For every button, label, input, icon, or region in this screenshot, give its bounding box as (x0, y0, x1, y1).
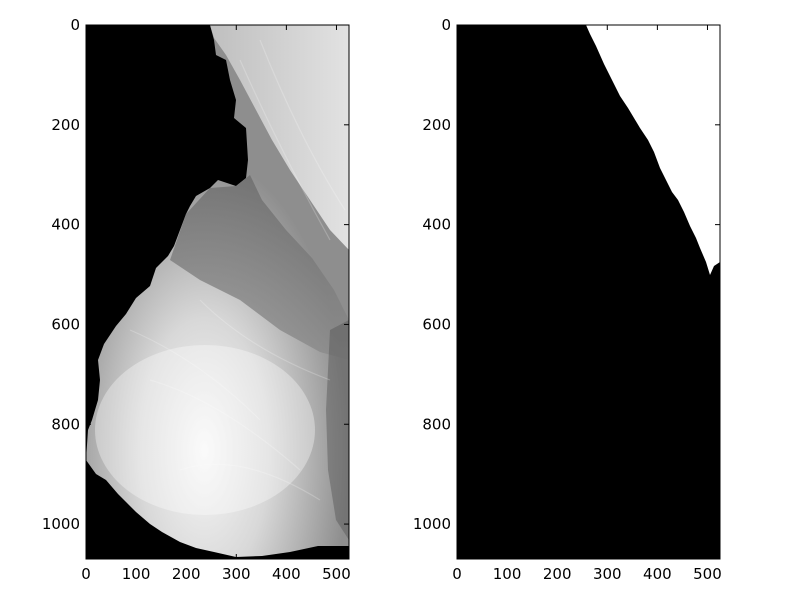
left-axes-frame (85, 24, 350, 560)
right-axes-frame (456, 24, 721, 560)
mammogram-mid-region (170, 175, 349, 360)
mammogram-bright-area (95, 345, 315, 515)
x-tick-label: 100 (122, 565, 151, 583)
mammogram-fibers (129, 39, 346, 501)
y-tick-label: 0 (441, 16, 451, 34)
y-tick-label: 600 (422, 315, 451, 333)
y-tick-label: 800 (422, 415, 451, 433)
x-tick-label: 200 (543, 565, 572, 583)
x-tick-label: 500 (693, 565, 722, 583)
mask-white-region (586, 25, 720, 275)
y-tick-label: 0 (70, 16, 80, 34)
y-tick-label: 1000 (413, 515, 451, 533)
y-tick-label: 200 (422, 116, 451, 134)
x-tick-label: 0 (81, 565, 91, 583)
mammogram-right-dark-band (326, 320, 349, 540)
left-axis-ticks: 0 100 200 300 400 500 0 200 400 600 800 1000 (42, 16, 351, 583)
mammogram-upper-band (210, 25, 349, 250)
y-tick-label: 1000 (42, 515, 80, 533)
x-tick-label: 200 (172, 565, 201, 583)
y-tick-label: 400 (422, 216, 451, 234)
x-tick-label: 0 (452, 565, 462, 583)
y-tick-label: 800 (51, 415, 80, 433)
mask-panel (456, 24, 721, 560)
x-tick-label: 100 (493, 565, 522, 583)
right-axis-ticks: 0 100 200 300 400 500 0 200 400 600 800 1000 (413, 16, 722, 583)
x-tick-label: 500 (322, 565, 351, 583)
x-tick-label: 300 (222, 565, 251, 583)
x-tick-label: 400 (643, 565, 672, 583)
y-tick-label: 200 (51, 116, 80, 134)
x-tick-label: 300 (593, 565, 622, 583)
y-tick-label: 600 (51, 315, 80, 333)
y-tick-label: 400 (51, 216, 80, 234)
mammogram-panel (85, 24, 350, 560)
x-tick-label: 400 (272, 565, 301, 583)
